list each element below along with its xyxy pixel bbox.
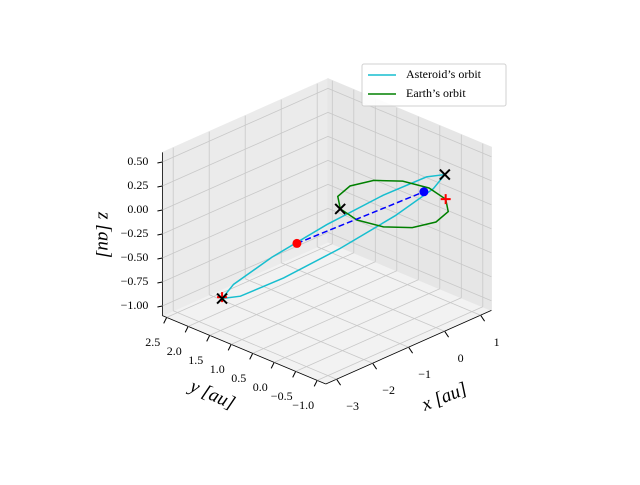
z-tick-label: 0.00 (127, 202, 148, 216)
panes (161, 78, 493, 385)
z-tick-label: −0.50 (121, 250, 149, 264)
y-tick (184, 326, 189, 333)
grid-line (327, 184, 492, 254)
grid-line (327, 160, 492, 230)
y-tick (163, 317, 168, 324)
z-tick-label: 0.25 (127, 178, 148, 192)
y-tick-label: 0.5 (231, 371, 246, 385)
x-axis-label: x [au] (418, 378, 470, 415)
grid-line (162, 160, 329, 235)
z-tick-label: −0.25 (121, 226, 149, 240)
grid-line (209, 261, 376, 336)
grid-line (317, 246, 481, 316)
point-marker (334, 203, 346, 215)
z-tick (157, 185, 163, 188)
z-axis-label: z [au] (94, 211, 115, 258)
y-tick-label: 1.5 (188, 353, 203, 367)
x-tick (372, 362, 378, 370)
grid-line (274, 288, 440, 363)
grid-line (162, 112, 329, 187)
point-marker (419, 187, 429, 197)
x-tick (444, 330, 450, 338)
y-tick-label: −1.0 (292, 398, 314, 412)
grid-line (173, 310, 337, 380)
legend: Asteroid’s orbit Earth’s orbit (361, 63, 507, 107)
grid-line (317, 306, 483, 381)
legend-label: Asteroid’s orbit (406, 67, 482, 81)
point-marker (440, 194, 451, 205)
z-tick (157, 161, 163, 164)
x-tick-label: 0 (458, 351, 464, 365)
grid-line (245, 278, 409, 348)
y-tick (249, 353, 254, 360)
orbit-line (336, 179, 450, 229)
z-tick (157, 233, 163, 236)
plot-area: −3 −2 −1 0 1 2.5 2.0 1.5 1.0 0.5 0.0−0.5−1.0 0.50 0.… (121, 154, 500, 413)
y-tick (292, 371, 297, 378)
x-tick-label: 1 (494, 335, 500, 349)
grid-line (231, 270, 397, 345)
x-tick-label: −1 (418, 367, 431, 381)
z-tick (157, 305, 163, 308)
x-tick (408, 346, 414, 354)
grid-line (327, 232, 492, 302)
z-tick-label: −1.00 (121, 298, 149, 312)
z-tick (157, 209, 163, 212)
z-tick (157, 257, 163, 260)
grid-line (209, 294, 373, 364)
x-tick-label: −3 (346, 399, 359, 413)
point-marker (292, 238, 302, 248)
point-marker (216, 292, 228, 305)
axis-line (162, 315, 326, 385)
grid-line (162, 208, 329, 283)
legend-box (361, 63, 507, 107)
x-tick (480, 314, 486, 322)
z-tick (157, 281, 163, 284)
point-marker (217, 292, 228, 303)
grid-line (327, 112, 492, 182)
y-axis-label: y [au] (185, 375, 238, 414)
y-tick-label: 2.0 (167, 344, 182, 358)
x-tick-label: −2 (382, 383, 395, 397)
grid-line (162, 88, 329, 163)
y-tick-label: −0.5 (271, 389, 293, 403)
y-tick (227, 344, 232, 351)
y-tick-label: 0.0 (253, 380, 268, 394)
legend-label: Earth’s orbit (406, 86, 466, 100)
grid-line (252, 279, 419, 354)
grid-line (281, 262, 445, 332)
y-tick (270, 362, 275, 369)
y-tick-label: 1.0 (210, 362, 225, 376)
dashed-line (296, 191, 425, 245)
y-tick (313, 380, 318, 387)
grid-line (162, 184, 329, 259)
z-tick-label: 0.50 (127, 154, 148, 168)
x-tick (336, 378, 342, 386)
grid-line (295, 297, 462, 372)
grid-line (162, 136, 329, 211)
grid-line (327, 136, 492, 206)
grid-line (188, 252, 354, 327)
y-tick (206, 335, 211, 342)
grid-line (327, 88, 492, 158)
z-tick-label: −0.75 (121, 274, 149, 288)
y-tick-label: 2.5 (145, 335, 160, 349)
point-marker (439, 168, 451, 181)
grid-line (166, 243, 333, 318)
grid-line (327, 208, 492, 278)
